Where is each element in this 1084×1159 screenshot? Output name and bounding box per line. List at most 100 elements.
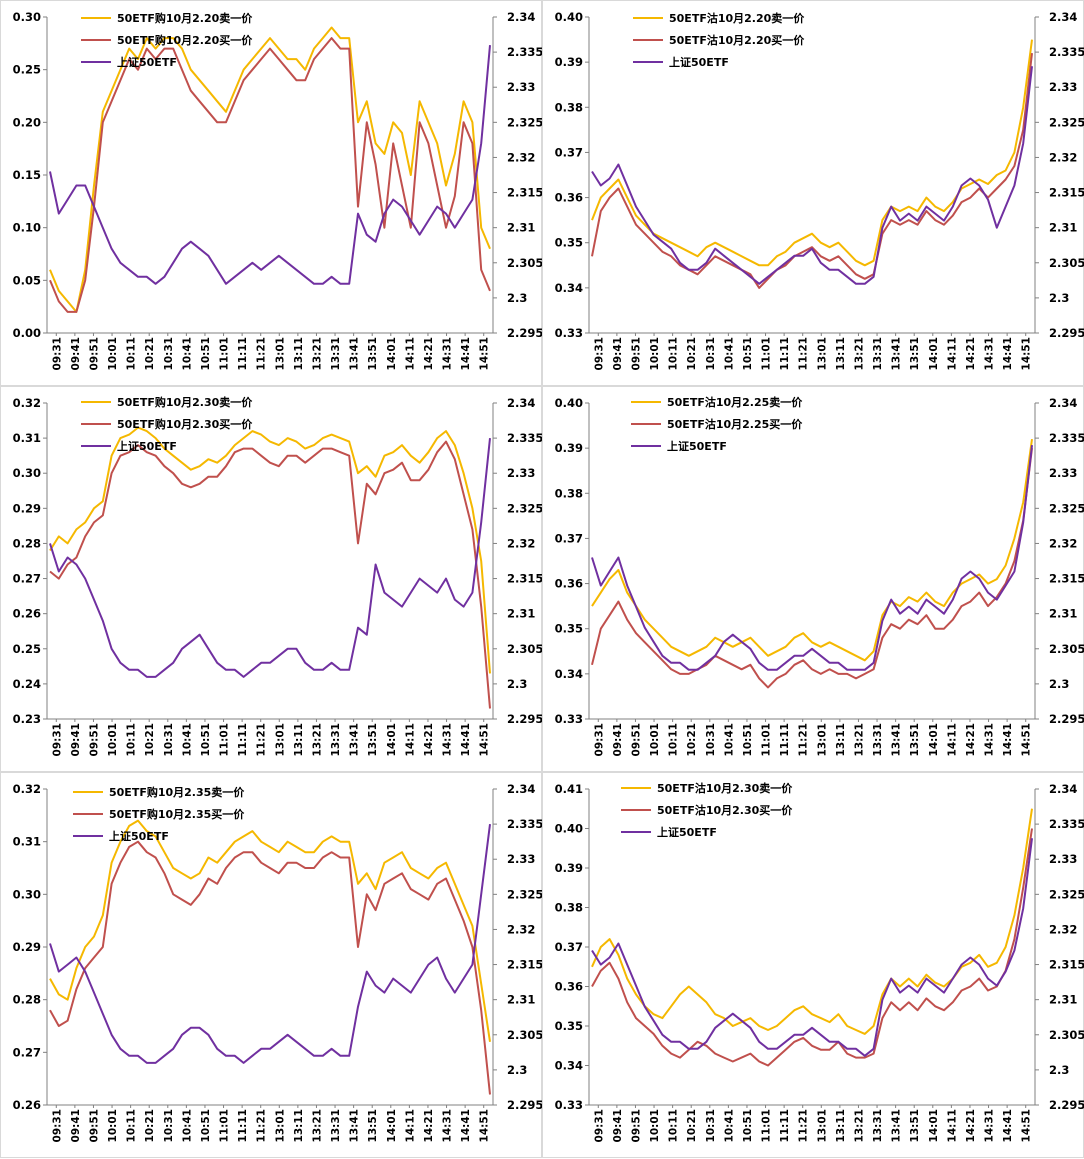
series-line-buy <box>591 52 1033 289</box>
x-tick-label: 14:51 <box>479 337 491 370</box>
left-tick-label: 0.32 <box>13 782 41 796</box>
left-tick-label: 0.33 <box>555 712 583 726</box>
left-tick-label: 0.25 <box>13 63 41 77</box>
x-tick-label: 10:51 <box>742 337 754 370</box>
x-tick-label: 14:51 <box>479 723 491 756</box>
left-tick-label: 0.30 <box>13 466 41 480</box>
x-tick-label: 11:21 <box>798 1109 810 1142</box>
series-line-index <box>591 444 1033 671</box>
right-tick-label: 2.33 <box>1049 466 1077 480</box>
left-tick-label: 0.27 <box>13 1045 41 1059</box>
x-tick-label: 14:01 <box>386 723 398 756</box>
left-tick-label: 0.29 <box>13 940 41 954</box>
x-tick-label: 14:51 <box>1021 1109 1033 1142</box>
right-tick-label: 2.295 <box>1049 1098 1084 1112</box>
x-tick-label: 13:11 <box>835 723 847 756</box>
x-tick-label: 13:11 <box>835 337 847 370</box>
x-tick-label: 11:11 <box>779 1109 791 1142</box>
left-tick-label: 0.39 <box>555 55 583 69</box>
legend-swatch-buy <box>633 39 663 41</box>
left-tick-label: 0.25 <box>13 642 41 656</box>
x-tick-label: 11:01 <box>219 723 231 756</box>
legend-item-sell: 50ETF购10月2.20卖一价 <box>81 7 252 29</box>
left-tick-label: 0.29 <box>13 501 41 515</box>
legend-label-sell: 50ETF沽10月2.30卖一价 <box>657 782 793 795</box>
x-tick-label: 13:41 <box>891 337 903 370</box>
x-tick-label: 13:31 <box>330 723 342 756</box>
x-tick-label: 14:51 <box>1021 723 1033 756</box>
right-tick-label: 2.335 <box>1049 431 1084 445</box>
x-tick-label: 11:21 <box>256 723 268 756</box>
x-tick-label: 09:51 <box>630 1109 642 1142</box>
x-tick-label: 14:01 <box>386 337 398 370</box>
x-tick-label: 11:21 <box>798 723 810 756</box>
series-line-sell <box>49 426 491 674</box>
legend-swatch-buy <box>81 39 111 41</box>
right-tick-label: 2.305 <box>1049 642 1084 656</box>
legend-swatch-index <box>631 445 661 447</box>
chart-panel-put-2-30: 0.33 0.34 0.35 0.36 0.37 0.38 0.39 0.40 0.41 2.29… <box>542 772 1084 1158</box>
x-tick-label: 10:51 <box>200 1109 212 1142</box>
right-tick-label: 2.32 <box>1049 922 1077 936</box>
x-tick-label: 13:31 <box>330 1109 342 1142</box>
left-tick-label: 0.30 <box>13 10 41 24</box>
x-tick-label: 14:31 <box>442 723 454 756</box>
series-line-sell <box>49 819 491 1042</box>
x-tick-label: 13:31 <box>872 1109 884 1142</box>
series-line-index <box>49 823 491 1064</box>
left-tick-label: 0.27 <box>13 572 41 586</box>
series-line-buy <box>591 447 1033 689</box>
left-tick-label: 0.36 <box>555 191 583 205</box>
right-tick-label: 2.3 <box>1049 291 1069 305</box>
left-tick-label: 0.05 <box>13 273 41 287</box>
legend-item-buy: 50ETF购10月2.35买一价 <box>73 803 244 825</box>
legend-swatch-buy <box>631 423 661 425</box>
left-tick-label: 0.33 <box>555 326 583 340</box>
left-tick-label: 0.28 <box>13 993 41 1007</box>
x-tick-label: 10:31 <box>705 723 717 756</box>
x-tick-label: 13:31 <box>872 337 884 370</box>
x-tick-label: 10:11 <box>126 1109 138 1142</box>
x-tick-label: 09:31 <box>593 1109 605 1142</box>
right-tick-label: 2.32 <box>1049 536 1077 550</box>
left-tick-label: 0.38 <box>555 486 583 500</box>
right-tick-label: 2.315 <box>507 572 543 586</box>
chart-panel-put-2-20: 0.33 0.34 0.35 0.36 0.37 0.38 0.39 0.40 2.295 2.3… <box>542 0 1084 386</box>
right-tick-label: 2.34 <box>507 782 535 796</box>
chart-svg: 0.33 0.34 0.35 0.36 0.37 0.38 0.39 0.40 0.41 2.29… <box>555 782 1084 1142</box>
legend-item-sell: 50ETF沽10月2.20卖一价 <box>633 7 804 29</box>
left-tick-label: 0.33 <box>555 1098 583 1112</box>
x-tick-label: 13:41 <box>349 1109 361 1142</box>
x-tick-label: 13:01 <box>816 1109 828 1142</box>
legend-label-index: 上证50ETF <box>109 830 169 843</box>
x-tick-label: 14:51 <box>1021 337 1033 370</box>
x-tick-label: 09:31 <box>593 337 605 370</box>
legend-item-sell: 50ETF沽10月2.30卖一价 <box>621 777 792 799</box>
right-tick-label: 2.31 <box>1049 221 1077 235</box>
right-tick-label: 2.325 <box>1049 501 1084 515</box>
right-tick-label: 2.325 <box>507 501 543 515</box>
chart-svg: 0.23 0.24 0.25 0.26 0.27 0.28 0.29 0.30 0.31 0.32… <box>13 396 543 756</box>
x-tick-label: 09:41 <box>70 1109 82 1142</box>
legend-label-index: 上证50ETF <box>117 440 177 453</box>
legend-item-buy: 50ETF沽10月2.25买一价 <box>631 413 802 435</box>
x-tick-label: 10:21 <box>686 337 698 370</box>
x-tick-label: 14:31 <box>442 337 454 370</box>
legend: 50ETF沽10月2.20卖一价 50ETF沽10月2.20买一价 上证50ET… <box>633 7 804 73</box>
left-tick-label: 0.32 <box>13 396 41 410</box>
legend-label-sell: 50ETF购10月2.35卖一价 <box>109 786 245 799</box>
x-tick-label: 10:41 <box>723 723 735 756</box>
left-tick-label: 0.28 <box>13 536 41 550</box>
right-tick-label: 2.31 <box>1049 607 1077 621</box>
x-tick-label: 14:01 <box>928 1109 940 1142</box>
right-tick-label: 2.305 <box>1049 256 1084 270</box>
legend: 50ETF购10月2.30卖一价 50ETF购10月2.30买一价 上证50ET… <box>81 391 252 457</box>
legend-swatch-sell <box>73 791 103 793</box>
left-tick-label: 0.34 <box>555 667 583 681</box>
x-tick-label: 10:01 <box>107 1109 119 1142</box>
right-tick-label: 2.32 <box>507 922 535 936</box>
x-tick-label: 11:01 <box>761 723 773 756</box>
left-tick-label: 0.41 <box>555 782 583 796</box>
right-tick-label: 2.31 <box>507 221 535 235</box>
legend-label-sell: 50ETF购10月2.30卖一价 <box>117 396 253 409</box>
